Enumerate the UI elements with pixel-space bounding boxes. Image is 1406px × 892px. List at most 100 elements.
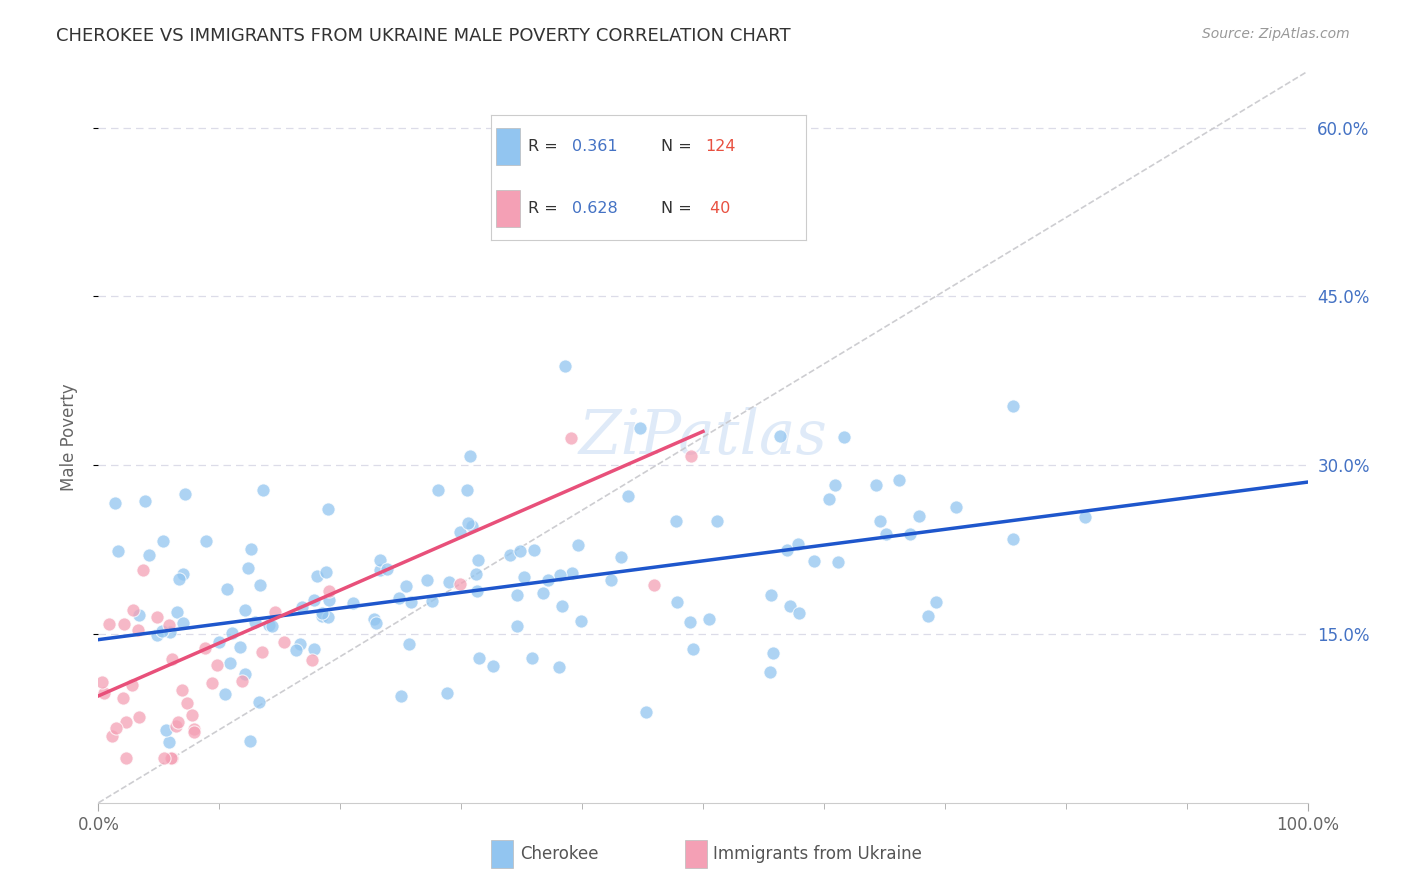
Point (426, 483, 449, 497)
Point (875, 527, 897, 541)
Point (157, 735, 180, 749)
Point (925, 594, 948, 608)
Point (138, 548, 160, 562)
Point (561, 566, 583, 580)
Point (464, 567, 486, 582)
Point (315, 565, 337, 579)
Point (152, 534, 174, 549)
Point (93, 686, 115, 700)
Point (461, 519, 484, 533)
Point (305, 569, 328, 583)
Point (779, 599, 801, 613)
Point (115, 751, 138, 765)
Point (262, 618, 284, 632)
Point (167, 572, 190, 586)
Point (1002, 532, 1025, 546)
Point (252, 645, 274, 659)
Point (364, 615, 387, 630)
Point (304, 642, 326, 657)
Point (180, 708, 202, 723)
Point (945, 500, 967, 515)
Point (548, 568, 571, 582)
Point (523, 543, 546, 558)
Point (786, 537, 808, 551)
Point (520, 651, 543, 665)
Point (506, 619, 529, 633)
Point (127, 624, 149, 638)
Point (217, 582, 239, 596)
Point (560, 431, 582, 445)
Point (449, 524, 471, 539)
Point (150, 624, 173, 638)
Point (146, 609, 169, 624)
Point (166, 606, 188, 620)
Point (458, 449, 481, 463)
Point (682, 642, 704, 657)
Point (155, 723, 177, 738)
Point (769, 429, 792, 443)
Point (898, 527, 921, 541)
Point (436, 686, 458, 700)
Point (468, 651, 491, 665)
Point (132, 563, 155, 577)
Point (134, 494, 156, 508)
Point (706, 514, 728, 528)
Point (263, 605, 285, 619)
Point (243, 615, 266, 629)
Point (176, 696, 198, 710)
Point (311, 608, 333, 623)
Point (205, 657, 228, 672)
Point (291, 600, 314, 615)
Point (311, 607, 333, 621)
Point (399, 595, 422, 609)
Point (548, 659, 571, 673)
Point (569, 614, 592, 628)
Text: Immigrants from Ukraine: Immigrants from Ukraine (713, 845, 921, 863)
Point (636, 705, 658, 719)
Point (208, 634, 231, 648)
Point (195, 533, 218, 548)
Point (467, 553, 489, 567)
Point (122, 603, 145, 617)
Point (803, 554, 825, 568)
Point (221, 625, 243, 640)
Point (112, 617, 135, 632)
Point (252, 483, 274, 497)
Point (827, 555, 849, 569)
Point (759, 588, 782, 602)
Text: Cherokee: Cherokee (520, 845, 599, 863)
Point (101, 729, 124, 743)
Point (172, 566, 194, 581)
Point (318, 593, 340, 607)
Point (201, 675, 224, 690)
Point (316, 610, 339, 624)
Point (231, 673, 253, 688)
Y-axis label: Male Poverty: Male Poverty (59, 384, 77, 491)
Point (157, 617, 180, 632)
Point (758, 665, 780, 680)
Point (112, 690, 135, 705)
Point (159, 624, 181, 639)
Point (302, 593, 325, 607)
Point (194, 640, 217, 655)
Point (342, 596, 364, 610)
Point (107, 544, 129, 558)
Point (617, 489, 640, 503)
Point (172, 683, 194, 698)
Point (160, 652, 183, 666)
Point (509, 544, 531, 558)
Point (1001, 400, 1024, 414)
Point (818, 492, 841, 507)
Point (537, 573, 560, 587)
Point (183, 724, 205, 739)
Point (465, 584, 488, 599)
Point (456, 483, 478, 498)
Point (239, 541, 262, 556)
FancyBboxPatch shape (492, 840, 513, 868)
Point (789, 606, 811, 620)
Point (104, 496, 127, 510)
Point (285, 643, 308, 657)
Point (482, 658, 505, 673)
Point (554, 359, 576, 374)
Point (166, 714, 188, 729)
